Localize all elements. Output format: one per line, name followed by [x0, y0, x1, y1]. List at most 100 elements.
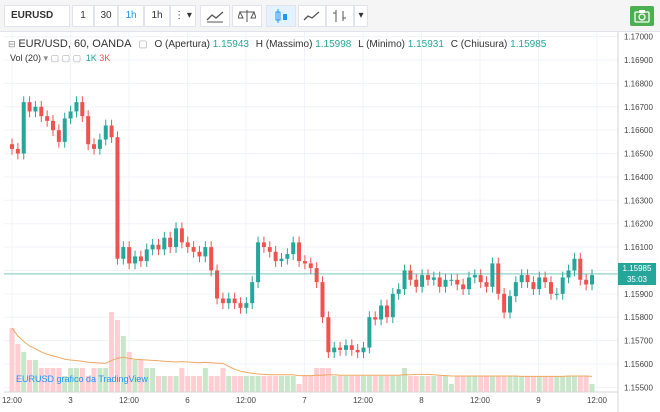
- interval-1h-button[interactable]: 1h: [118, 5, 144, 27]
- candle-down: [39, 106, 44, 117]
- candle-down: [525, 275, 530, 283]
- candle-down: [273, 251, 278, 262]
- interval-1-button[interactable]: 1: [72, 5, 94, 27]
- time-axis-label: 3: [68, 396, 73, 405]
- candle-down: [191, 247, 196, 252]
- price-axis-label: 1.16600: [624, 126, 653, 135]
- candle-up: [150, 244, 155, 250]
- candle-up: [343, 345, 348, 350]
- candle-up: [466, 277, 471, 290]
- volume-bar: [349, 376, 355, 392]
- price-chart[interactable]: 1.17000 1.16900 1.16800 1.16700 1.16600 1.165…: [0, 32, 660, 412]
- close-label: C (Chiusura): [450, 39, 508, 50]
- chevron-down-icon: ▾: [358, 10, 364, 21]
- volume-bar: [97, 368, 103, 392]
- volume-1k-label: 1K: [85, 53, 97, 63]
- countdown-value: 35:03: [626, 275, 648, 284]
- interval-30-button[interactable]: 30: [94, 5, 118, 27]
- interval-1h-alt-button[interactable]: 1h: [144, 5, 170, 27]
- volume-bar: [554, 376, 560, 392]
- volume-bar: [79, 368, 85, 392]
- candle-up: [590, 275, 594, 285]
- volume-bar: [208, 376, 214, 392]
- volume-bar: [278, 376, 284, 392]
- volume-bar: [237, 376, 243, 392]
- volume-bar: [396, 376, 402, 392]
- volume-bar: [161, 376, 167, 392]
- volume-bar: [425, 376, 431, 392]
- volume-bar: [583, 376, 589, 392]
- chart-type-dropdown-button[interactable]: ▾: [354, 5, 368, 27]
- candle-up: [396, 289, 401, 294]
- volume-bar: [9, 328, 15, 392]
- volume-bar: [466, 376, 472, 392]
- open-label: O (Apertura): [154, 39, 211, 50]
- candle-down: [484, 282, 489, 287]
- candle-down: [496, 263, 501, 294]
- candle-up: [402, 270, 407, 290]
- candle-up: [332, 347, 337, 353]
- chart-grid: [4, 32, 618, 392]
- eye-icon[interactable]: ▢: [50, 53, 60, 63]
- candle-down: [437, 277, 442, 287]
- volume-bar: [571, 376, 577, 392]
- candle-up: [285, 254, 290, 259]
- candle-down: [531, 282, 536, 290]
- volume-bar: [50, 368, 56, 392]
- collapse-icon[interactable]: ⊟: [8, 39, 16, 49]
- more-intervals-button[interactable]: ⋮ ▾: [170, 5, 196, 27]
- open-value: 1.15943: [212, 39, 249, 50]
- chart-type-line-button[interactable]: [298, 5, 326, 27]
- snapshot-button[interactable]: [630, 6, 654, 26]
- candle-up: [256, 242, 261, 283]
- candle-up: [519, 275, 524, 283]
- candle-down: [455, 279, 460, 285]
- candle-up: [361, 347, 366, 353]
- volume-bar: [62, 376, 68, 392]
- volume-bar: [507, 376, 513, 392]
- compare-button[interactable]: [232, 5, 262, 27]
- candle-down: [238, 303, 243, 308]
- price-axis-label: 1.15500: [624, 383, 653, 392]
- volume-bar: [560, 376, 566, 392]
- indicators-button[interactable]: [200, 5, 230, 27]
- candle-up: [390, 293, 395, 318]
- candle-down: [349, 345, 354, 350]
- volume-bar: [437, 376, 443, 392]
- candle-down: [461, 284, 466, 290]
- candle-up: [74, 102, 79, 112]
- line-chart-icon: [303, 11, 320, 21]
- watermark-link[interactable]: EURUSD grafico da TradingView: [16, 374, 148, 384]
- candle-up: [103, 125, 108, 140]
- candle-down: [197, 251, 202, 257]
- candle-down: [543, 277, 548, 283]
- volume-bar: [138, 360, 144, 392]
- candle-up: [68, 111, 73, 119]
- volume-bar: [185, 376, 191, 392]
- volume-bar: [261, 376, 267, 392]
- price-axis-label: 1.16700: [624, 103, 653, 112]
- settings-icon[interactable]: ▢: [138, 39, 148, 50]
- candle-down: [414, 279, 419, 287]
- time-axis-label: 7: [302, 396, 307, 405]
- candle-down: [408, 270, 413, 280]
- volume-moving-average: [11, 327, 593, 377]
- volume-bar: [126, 352, 132, 392]
- indicators-icon: [206, 11, 224, 23]
- candle-down: [261, 242, 266, 248]
- chevron-down-icon[interactable]: ▾: [43, 53, 49, 63]
- close-icon[interactable]: ▢: [72, 53, 82, 63]
- candle-down: [502, 293, 507, 313]
- volume-bar: [144, 368, 150, 392]
- volume-bar: [390, 376, 396, 392]
- chart-type-bars-button[interactable]: [326, 5, 354, 27]
- candle-down: [109, 125, 114, 138]
- candle-down: [425, 275, 430, 280]
- candle-down: [179, 228, 184, 243]
- symbol-title: EUR/USD, 60, OANDA: [18, 38, 132, 50]
- chart-type-candles-button[interactable]: [266, 5, 296, 27]
- settings-icon[interactable]: ▢: [61, 53, 71, 63]
- symbol-search-input[interactable]: EURUSD: [4, 5, 70, 27]
- candle-down: [220, 298, 225, 304]
- volume-bar: [255, 376, 261, 392]
